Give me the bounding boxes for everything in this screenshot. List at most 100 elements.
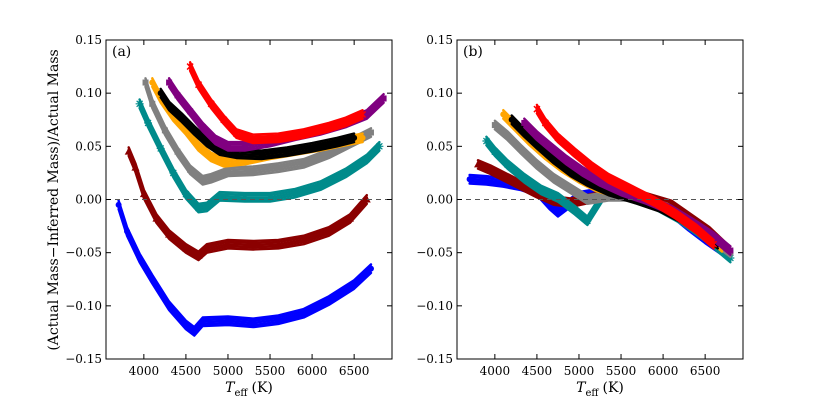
y-tick-label: 0.15 [75, 33, 102, 47]
data-point-blue [250, 319, 257, 326]
data-point-teal [156, 144, 165, 153]
data-point-darkred [324, 227, 333, 235]
data-point-orange [220, 159, 227, 166]
data-point-red [359, 110, 367, 118]
y-tick-label: −0.15 [65, 352, 102, 366]
data-point-darkred [165, 230, 174, 238]
y-tick-label: −0.05 [416, 246, 453, 260]
data-point-darkred [131, 163, 140, 171]
x-axis-label-b: Teff (K) [576, 380, 624, 399]
x-label-sub-b: eff [585, 388, 599, 399]
data-point-purple [199, 124, 206, 131]
series-curve-red [535, 112, 715, 250]
data-point-black [521, 129, 528, 136]
data-point-purple [521, 119, 528, 126]
data-point-blue [351, 281, 358, 288]
data-point-red [693, 225, 701, 233]
data-point-teal [583, 216, 592, 225]
data-point-black [550, 156, 557, 163]
data-point-orange [500, 111, 507, 118]
x-tick-label: 4500 [522, 364, 553, 378]
y-tick-label: 0.10 [426, 86, 453, 100]
data-point-purple [710, 233, 717, 240]
data-point-purple [174, 92, 181, 99]
y-tick-label: 0.00 [75, 193, 102, 207]
series-red [533, 103, 718, 250]
data-point-darkred [181, 244, 190, 252]
data-point-purple [224, 143, 231, 150]
data-point-blue [166, 302, 173, 309]
data-point-blue [182, 321, 189, 328]
data-point-blue [191, 328, 198, 335]
data-point-red [325, 123, 333, 131]
data-point-red [220, 116, 228, 124]
data-point-blue [325, 297, 332, 304]
series-curve-red [535, 105, 715, 244]
data-point-red [186, 63, 194, 71]
series-layer-b [466, 103, 735, 264]
y-tick-label: −0.10 [65, 299, 102, 313]
series-curve-teal [138, 98, 381, 205]
data-point-teal [490, 147, 499, 156]
x-tick-label: 5000 [564, 364, 595, 378]
data-point-purple [546, 143, 553, 150]
series-darkred [124, 146, 371, 262]
x-label-main-a: T [225, 380, 236, 396]
x-tick-label: 5500 [255, 364, 286, 378]
data-point-blue [199, 318, 206, 325]
data-point-teal [362, 155, 371, 164]
data-point-darkred [124, 147, 133, 155]
data-point-gray [199, 177, 206, 184]
data-point-red [604, 174, 612, 182]
data-point-red [232, 130, 240, 138]
x-tick-label: 4000 [129, 364, 160, 378]
data-point-gray [300, 160, 307, 167]
panel-a: 4000 4500 5000 5500 6000 6500 −0.15 −0.10 −0.05 0… [46, 33, 393, 399]
data-point-gray [250, 167, 257, 174]
series-red [186, 61, 367, 145]
data-point-darkred [152, 214, 161, 222]
series-curve-black [159, 96, 356, 161]
data-point-teal [266, 193, 275, 202]
data-point-red [194, 81, 203, 89]
data-point-purple [363, 111, 370, 118]
data-point-darkred [299, 235, 308, 243]
data-point-gray [550, 175, 557, 182]
data-point-darkred [474, 160, 483, 168]
data-point-purple [241, 143, 248, 150]
x-tick-label: 6500 [339, 364, 370, 378]
data-point-purple [597, 178, 603, 185]
data-point-gray [149, 100, 156, 107]
data-point-teal [553, 193, 562, 202]
data-point-darkred [202, 244, 211, 252]
series-layer-a [115, 61, 387, 337]
data-point-darkred [139, 190, 148, 198]
data-point-red [207, 100, 215, 108]
series-curve-darkred [127, 146, 368, 253]
data-point-teal [570, 206, 579, 215]
data-point-gray [142, 79, 149, 86]
data-point-teal [482, 137, 491, 146]
data-point-darkred [345, 214, 354, 222]
data-point-gray [224, 168, 231, 175]
data-point-gray [275, 164, 282, 171]
data-point-gray [208, 175, 215, 182]
data-point-teal [375, 142, 384, 151]
ticks-a: 4000 4500 5000 5500 6000 6500 −0.15 −0.10 −0.05 0… [65, 33, 392, 378]
y-tick-label: 0.10 [75, 86, 102, 100]
y-axis-label: (Actual Mass−Inferred Mass)/Actual Mass [46, 49, 62, 350]
data-point-red [672, 210, 680, 218]
y-tick-label: 0.15 [426, 33, 453, 47]
y-tick-label: −0.05 [65, 246, 102, 260]
x-label-sub-a: eff [234, 388, 248, 399]
ticks-b: 4000 4500 5000 5500 6000 6500 −0.15 −0.10 −0.05 0… [416, 33, 743, 378]
series-teal [135, 98, 384, 214]
series-blue [115, 199, 374, 337]
data-point-black [216, 147, 223, 154]
x-label-unit-a: (K) [251, 380, 272, 396]
data-point-red [588, 163, 596, 171]
data-point-teal [194, 204, 203, 213]
x-tick-label: 6000 [297, 364, 328, 378]
data-point-gray [174, 148, 181, 155]
